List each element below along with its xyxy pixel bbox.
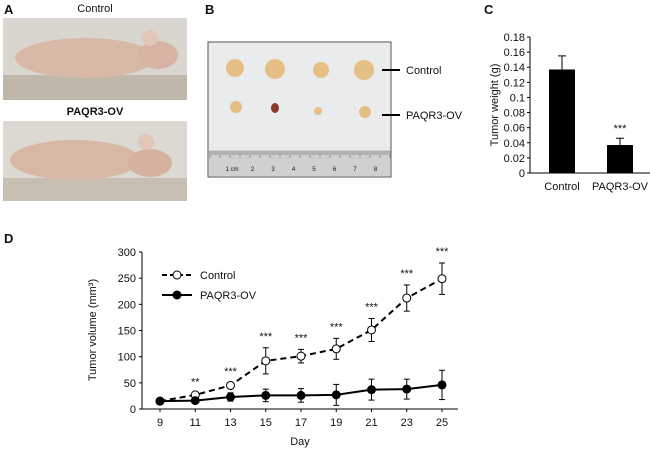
d-significance: ** [191,376,200,388]
ruler-label: 8 [374,167,378,173]
d-point-PAQR3-OV [402,384,412,394]
legend-marker [172,270,182,280]
photo-label-control: Control [77,3,112,15]
legend-label: PAQR3-OV [200,290,257,302]
d-xtick-label: 9 [157,417,163,429]
ruler-label: 1 cm [225,167,238,173]
c-bar-Control [549,69,575,173]
d-point-PAQR3-OV [437,380,447,390]
c-ytick-label: 0.18 [504,32,525,44]
d-significance: *** [330,321,344,333]
c-ytick-label: 0.08 [504,108,525,120]
c-ytick-label: 0 [519,168,525,180]
row-label-control: Control [406,65,441,77]
d-point-PAQR3-OV [155,396,165,406]
d-ytick-label: 200 [118,299,136,311]
d-point-PAQR3-OV [331,390,341,400]
d-point-PAQR3-OV [367,385,376,395]
tumor-weight-chart: Tumor weight (g) 0 0.02 0.04 0.06 0.08 0.1 0.1… [489,32,650,193]
d-ytick-label: 50 [124,378,136,390]
ruler-label: 2 [251,167,255,173]
c-ytick-label: 0.16 [504,47,525,59]
d-xlabel: Day [290,436,310,448]
d-point-Control [261,356,271,366]
c-ytick-label: 0.14 [504,62,525,74]
photo-label-paqr3: PAQR3-OV [67,106,124,118]
mouse-photo-paqr3-ov [3,121,187,201]
ruler-label: 3 [271,167,275,173]
d-xtick-label: 23 [401,417,413,429]
d-point-PAQR3-OV [261,390,271,400]
ruler: 1 cm 2 3 4 5 6 7 8 [209,151,391,173]
d-point-Control [437,274,447,284]
d-xtick-label: 17 [295,417,307,429]
d-xtick-label: 15 [260,417,272,429]
d-point-Control [226,380,235,390]
d-significance: *** [259,331,273,343]
d-point-Control [402,293,412,303]
d-ytick-label: 250 [118,273,136,285]
d-ytick-label: 150 [118,326,136,338]
d-ytick-label: 0 [130,404,136,416]
c-ytick-label: 0.02 [504,153,525,165]
d-significance: *** [365,301,379,313]
ruler-label: 5 [312,167,316,173]
c-xtick-label: Control [544,181,579,193]
d-point-PAQR3-OV [226,392,235,402]
c-ylabel: Tumor weight (g) [489,64,501,147]
legend-label: Control [200,270,235,282]
d-xtick-label: 11 [190,417,201,429]
d-significance: *** [295,332,309,344]
panel-label-c: C [484,2,494,17]
c-ytick-label: 0.06 [504,123,525,135]
c-ytick-label: 0.04 [504,138,525,150]
c-xtick-label: PAQR3-OV [592,181,649,193]
d-point-PAQR3-OV [190,396,200,406]
d-point-Control [296,351,306,361]
d-point-Control [367,325,376,335]
c-ytick-label: 0.1 [510,92,525,104]
d-significance: *** [400,268,414,280]
ruler-label: 4 [292,167,296,173]
ruler-label: 7 [353,167,357,173]
mouse-photo-control [3,18,187,100]
panel-label-d: D [4,231,13,246]
row-label-paqr3: PAQR3-OV [406,110,463,122]
tumor-volume-chart: Tumor volume (mm³) Day 0 50 100 150 200 250 30… [87,246,458,448]
d-ylabel: Tumor volume (mm³) [87,279,99,381]
d-ytick-label: 300 [118,247,136,259]
legend-marker [172,290,182,300]
c-bar-PAQR3-OV [607,145,633,173]
d-point-PAQR3-OV [296,390,306,400]
panel-label-a: A [4,2,14,17]
d-xtick-label: 25 [436,417,448,429]
panel-label-b: B [205,2,214,17]
d-ytick-label: 100 [118,352,136,364]
ruler-label: 6 [333,167,337,173]
d-xtick-label: 19 [330,417,342,429]
d-point-Control [331,344,341,354]
d-xtick-label: 13 [224,417,236,429]
d-xtick-label: 21 [365,417,377,429]
d-significance: *** [224,366,238,378]
d-significance: *** [436,246,450,258]
c-significance: *** [614,123,628,135]
c-ytick-label: 0.12 [504,77,525,89]
tumor-photo [207,41,392,178]
